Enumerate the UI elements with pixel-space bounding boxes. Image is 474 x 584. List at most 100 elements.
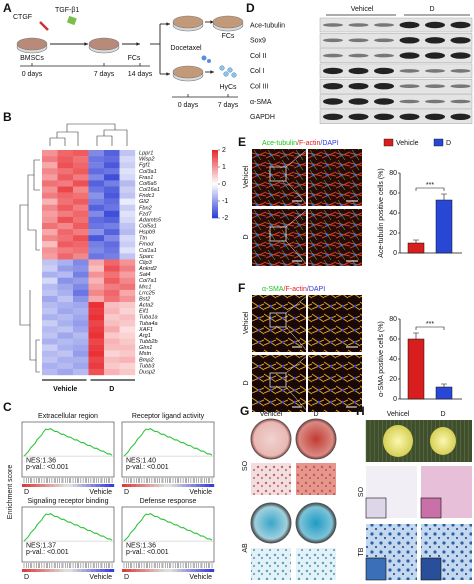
heatmap-cell [57,204,74,212]
band [399,21,420,29]
heatmap-cell [88,150,105,157]
legend-label: D [446,140,451,147]
enrichment-curve [23,512,113,542]
gene-label: Ankrd2 [138,266,158,272]
drug-icon [207,59,211,63]
heatmap-cell [104,210,120,218]
rank-bar [186,569,192,572]
colorbar-step [212,172,218,176]
heatmap-cell [57,247,74,254]
heatmap-cell [88,302,105,309]
arrow-head [84,42,88,46]
colorbar-step [212,154,218,158]
rank-bar [158,484,164,487]
gene-label: Clip3 [139,260,153,266]
heatmap-cell [42,283,58,291]
histology [251,463,291,495]
band [323,98,343,105]
reagent: CTGF [13,14,32,21]
heatmap-cell [119,186,136,193]
dish-top [172,15,204,29]
hyc-icon [223,71,229,77]
colorbar-step [212,204,218,207]
heatmap-cell [104,247,120,254]
zoom-link [285,326,309,353]
heatmap-cell [88,210,105,218]
axis-title: α-SMA positive cells (%) [378,321,385,397]
gene-label: Tuba4a [139,321,158,327]
heatmap-cell [42,150,58,157]
heatmap-cell [73,344,89,351]
heatmap-cell [119,332,136,339]
band [348,38,369,43]
rank-bar [172,569,178,572]
heatmap-cell [104,314,120,321]
protein-label: Col III [250,84,268,91]
heatmap-cell [104,162,120,169]
error-bar [441,383,447,387]
group-label: Vehicel [351,6,374,13]
heatmap-cell [88,253,105,260]
rank-bar [109,484,115,487]
rank-bar [204,569,210,572]
rank-bar [58,569,64,572]
nes: NES:1.36 [26,457,56,464]
heatmap-cell [42,204,58,212]
stain-part: α-SMA [262,286,284,293]
rank-bar [91,569,96,572]
heatmap-cell [57,162,74,169]
cell-label: FCs [128,55,141,62]
rank-bar [145,484,150,487]
heatmap-cell [57,150,74,157]
heatmap-cell [119,259,136,266]
band [348,23,369,27]
band [425,52,445,59]
rank-bar [45,484,50,487]
gene-label: Col3a1 [139,169,157,175]
rank-bar [163,484,169,487]
stain-part: /DAPI [307,286,325,293]
row-label: SO [242,460,249,471]
colorbar-step [212,186,218,189]
panel-letter: C [3,400,12,414]
colorbar-step [212,177,218,180]
rank-bar [149,484,155,487]
colorbar-step [212,174,218,178]
band [348,98,369,105]
band [374,83,394,90]
heatmap-cell [57,259,74,266]
heatmap-cell [73,210,89,218]
zoom-box [269,166,287,182]
plot-title: Signaling receptor binding [28,498,109,505]
rank-bar [168,569,173,572]
band [374,38,394,43]
zoom-link [285,148,309,168]
rank-bar [68,484,73,487]
heatmap-cell [104,271,120,278]
rank-bar [72,569,78,572]
gene-label: XAF1 [138,327,153,333]
pellet [430,427,456,455]
heatmap-cell [42,180,58,187]
heatmap-cell [73,168,89,175]
heatmap-cell [119,265,136,272]
colorbar-step [212,163,218,167]
micrograph-zoom [308,149,362,206]
heatmap-cell [88,295,105,303]
arrow-head [136,42,140,46]
gene-label: Lppr1 [139,151,153,157]
heatmap-cell [119,241,136,248]
heatmap-cell [73,271,89,278]
colorbar-step [212,199,218,203]
histology-tint [296,463,336,495]
heatmap-cell [104,332,120,339]
time-label: 0 days [22,71,43,78]
rank-bar [72,484,78,487]
rank-bar [40,569,46,572]
rank-bar [31,484,36,487]
heatmap-cell [73,326,89,333]
heatmap-cell [42,356,58,364]
heatmap-cell [73,265,89,272]
zoom-box [269,312,287,328]
colorbar-label: 1 [222,164,226,171]
